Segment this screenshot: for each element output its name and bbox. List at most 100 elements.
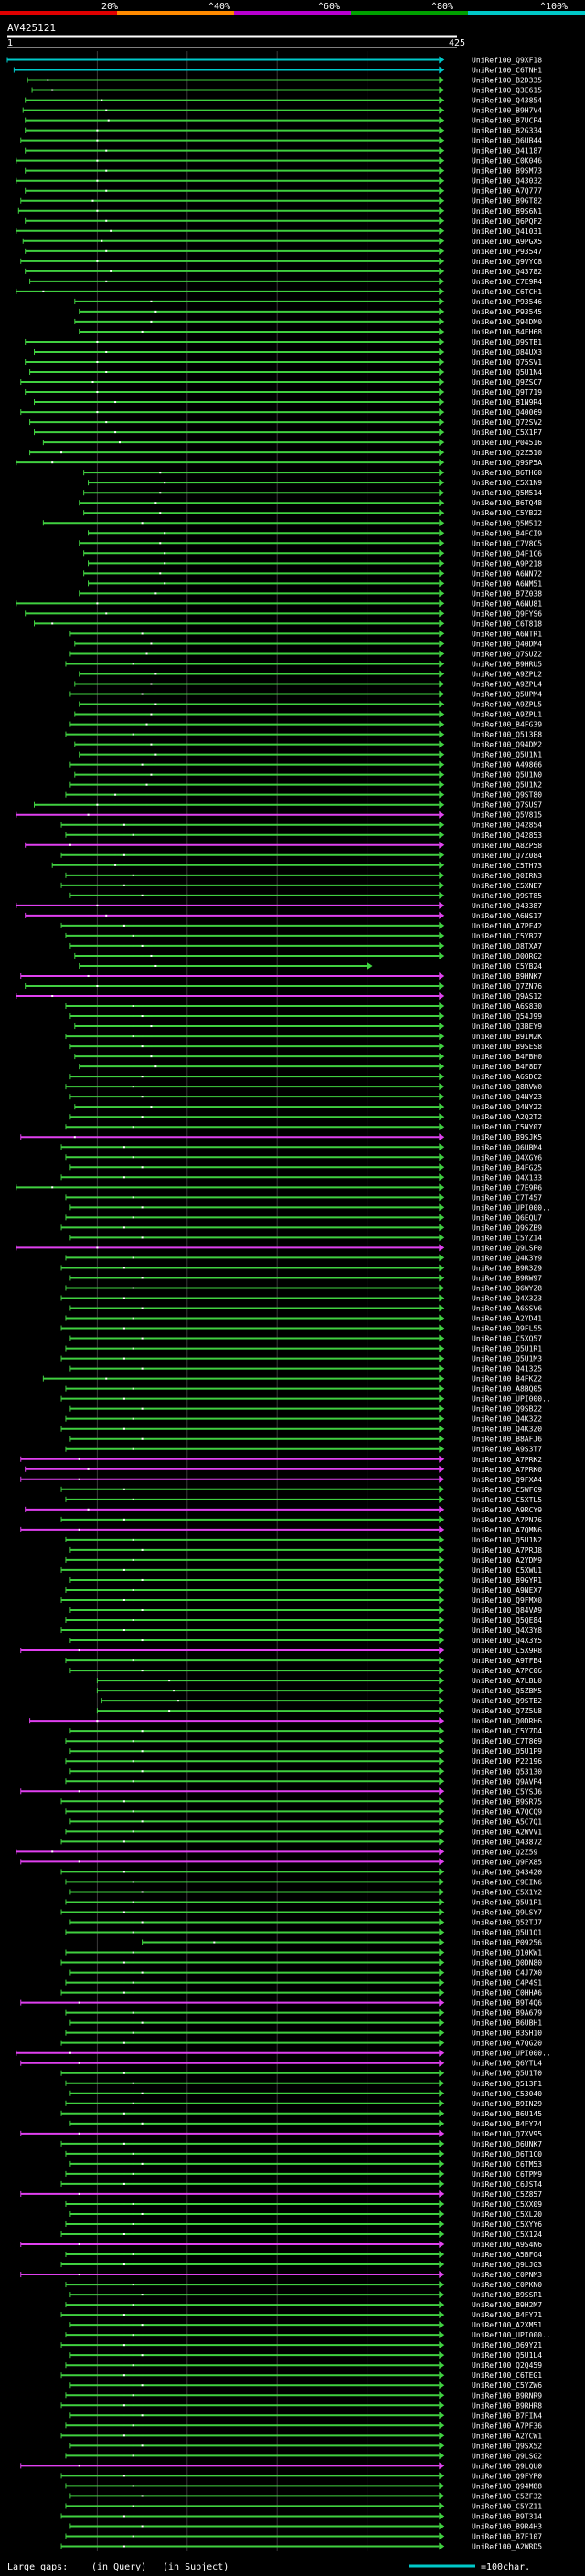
hit-end-arrow [439, 1545, 445, 1553]
hit-label: UniRef100_A6NS17 [472, 912, 542, 920]
hit-label: UniRef100_A2WVV1 [472, 1828, 542, 1836]
hit-end-arrow [439, 1697, 445, 1705]
gap-marker [91, 199, 94, 202]
hit-label: UniRef100_Q513E8 [472, 731, 542, 739]
hit-label: UniRef100_Q9FYP0 [472, 2472, 542, 2480]
gap-marker [141, 1921, 144, 1924]
hit-label: UniRef100_B9T314 [472, 2512, 542, 2520]
hit-end-arrow [439, 1505, 445, 1513]
hit-label: UniRef100_Q54J99 [472, 1012, 542, 1021]
hit-end-arrow [439, 76, 445, 84]
gap-marker [96, 260, 99, 262]
hit-end-arrow [439, 720, 445, 728]
hit-label: UniRef100_A7PRK0 [472, 1466, 542, 1474]
hit-end-arrow [439, 1687, 445, 1695]
hit-end-arrow [439, 106, 445, 114]
hit-label: UniRef100_B9GT82 [472, 197, 542, 206]
gap-marker [141, 522, 144, 525]
hit-end-arrow [439, 1978, 445, 1987]
gap-marker [141, 1578, 144, 1581]
gap-marker [141, 1639, 144, 1642]
hit-label: UniRef100_Q5U1Q1 [472, 1929, 542, 1937]
hit-end-arrow [439, 408, 445, 417]
hit-label: UniRef100_Q4NY22 [472, 1103, 542, 1111]
hit-end-arrow [439, 2301, 445, 2309]
gap-marker [173, 1690, 176, 1692]
hit-label: UniRef100_B9R3Z9 [472, 1264, 542, 1272]
gap-marker [150, 1055, 153, 1058]
hit-label: UniRef100_A7QCQ9 [472, 1807, 542, 1816]
hit-end-arrow [439, 2129, 445, 2137]
hit-end-arrow [439, 1958, 445, 1966]
hit-end-arrow [439, 2472, 445, 2480]
gap-marker [141, 2414, 144, 2417]
gap-marker [78, 2274, 80, 2276]
gap-marker [78, 2062, 80, 2064]
hit-label: UniRef100_Q5M512 [472, 519, 542, 527]
hit-end-arrow [439, 1123, 445, 1131]
hit-label: UniRef100_Q94M88 [472, 2482, 542, 2490]
hit-end-arrow [439, 1224, 445, 1232]
hit-end-arrow [439, 1214, 445, 1222]
gap-marker [122, 2404, 125, 2407]
hit-end-arrow [439, 2401, 445, 2410]
hit-end-arrow [439, 2079, 445, 2087]
hit-end-arrow [439, 1595, 445, 1604]
gap-marker [122, 2344, 125, 2347]
hit-end-arrow [439, 2532, 445, 2540]
legend-large-gaps-label: Large gaps: [7, 2562, 68, 2572]
gap-marker [154, 502, 157, 504]
hit-end-arrow [439, 811, 445, 819]
hit-label: UniRef100_Q9FX85 [472, 1858, 542, 1866]
hit-label: UniRef100_C5YZ14 [472, 1234, 542, 1242]
gap-marker [132, 833, 134, 836]
hit-end-arrow [439, 2442, 445, 2450]
hit-end-arrow [439, 1234, 445, 1242]
gap-marker [114, 401, 117, 404]
gap-marker [154, 1065, 157, 1068]
hit-label: UniRef100_C5XQ57 [472, 1335, 542, 1343]
gap-marker [141, 894, 144, 896]
hit-label: UniRef100_UPI000.. [472, 2050, 551, 2058]
gap-marker [132, 1881, 134, 1883]
hit-end-arrow [439, 941, 445, 949]
hit-label: UniRef100_C5Y7D4 [472, 1727, 542, 1735]
hit-end-arrow [439, 901, 445, 909]
hit-label: UniRef100_Q9FL55 [472, 1325, 542, 1333]
gap-marker [141, 1820, 144, 1823]
hit-label: UniRef100_A9ZPL5 [472, 701, 542, 709]
hit-label: UniRef100_Q42853 [472, 832, 542, 840]
hit-label: UniRef100_B4FKZ2 [472, 1375, 542, 1383]
hit-end-arrow [439, 2422, 445, 2430]
hit-label: UniRef100_B8AFJ6 [472, 1436, 542, 1444]
hit-label: UniRef100_P93545 [472, 308, 542, 316]
gap-marker [73, 1136, 76, 1139]
hit-end-arrow [439, 378, 445, 387]
hit-end-arrow [439, 1485, 445, 1493]
hit-label: UniRef100_B4FH68 [472, 328, 542, 336]
hit-label: UniRef100_C5X1N9 [472, 479, 542, 487]
gap-marker [141, 2444, 144, 2447]
gap-marker [132, 1830, 134, 1833]
gap-marker [122, 1357, 125, 1360]
hit-label: UniRef100_B7UCP4 [472, 117, 542, 125]
hit-end-arrow [439, 730, 445, 738]
hit-end-arrow [439, 2039, 445, 2047]
hit-end-arrow [439, 559, 445, 567]
gap-marker [141, 1971, 144, 1974]
hit-end-arrow [439, 388, 445, 397]
hit-end-arrow [439, 1495, 445, 1503]
hit-label: UniRef100_Q10KW1 [472, 1949, 542, 1957]
hit-end-arrow [439, 439, 445, 447]
hit-end-arrow [439, 146, 445, 154]
gap-marker [78, 1649, 80, 1652]
hit-label: UniRef100_Q6EQU7 [472, 1214, 542, 1222]
gap-marker [51, 89, 54, 91]
hit-label: UniRef100_Q4X3Y8 [472, 1627, 542, 1635]
hit-end-arrow [439, 2522, 445, 2530]
hit-label: UniRef100_Q41325 [472, 1365, 542, 1373]
hit-end-arrow [439, 670, 445, 678]
gap-marker [132, 1086, 134, 1088]
hit-end-arrow [439, 1797, 445, 1806]
hit-end-arrow [439, 911, 445, 919]
